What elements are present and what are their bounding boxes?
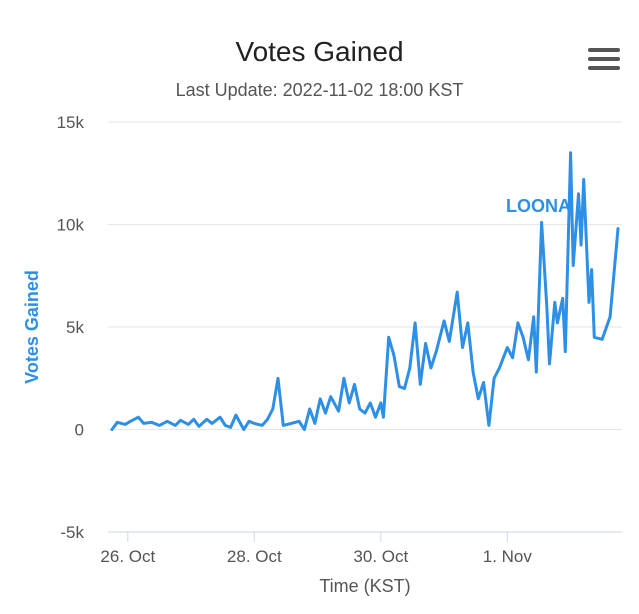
menu-bar xyxy=(588,66,620,70)
y-tick-label: 15k xyxy=(57,113,85,132)
x-axis-title: Time (KST) xyxy=(319,576,410,596)
y-tick-label: 0 xyxy=(75,421,84,440)
y-axis-title: Votes Gained xyxy=(22,270,42,384)
x-tick-label: 28. Oct xyxy=(227,547,282,566)
x-tick-label: 1. Nov xyxy=(483,547,533,566)
menu-bar xyxy=(588,57,620,61)
chart-subtitle: Last Update: 2022-11-02 18:00 KST xyxy=(175,80,464,100)
y-tick-label: 5k xyxy=(66,318,84,337)
series-line-loona xyxy=(110,151,620,431)
series-label: LOONA xyxy=(506,196,571,216)
hamburger-menu-icon[interactable] xyxy=(588,48,620,74)
y-tick-label: -5k xyxy=(60,523,84,542)
menu-bar xyxy=(588,48,620,52)
chart-title: Votes Gained xyxy=(235,36,404,67)
y-tick-label: 10k xyxy=(57,216,85,235)
x-tick-label: 30. Oct xyxy=(353,547,408,566)
x-tick-label: 26. Oct xyxy=(100,547,155,566)
